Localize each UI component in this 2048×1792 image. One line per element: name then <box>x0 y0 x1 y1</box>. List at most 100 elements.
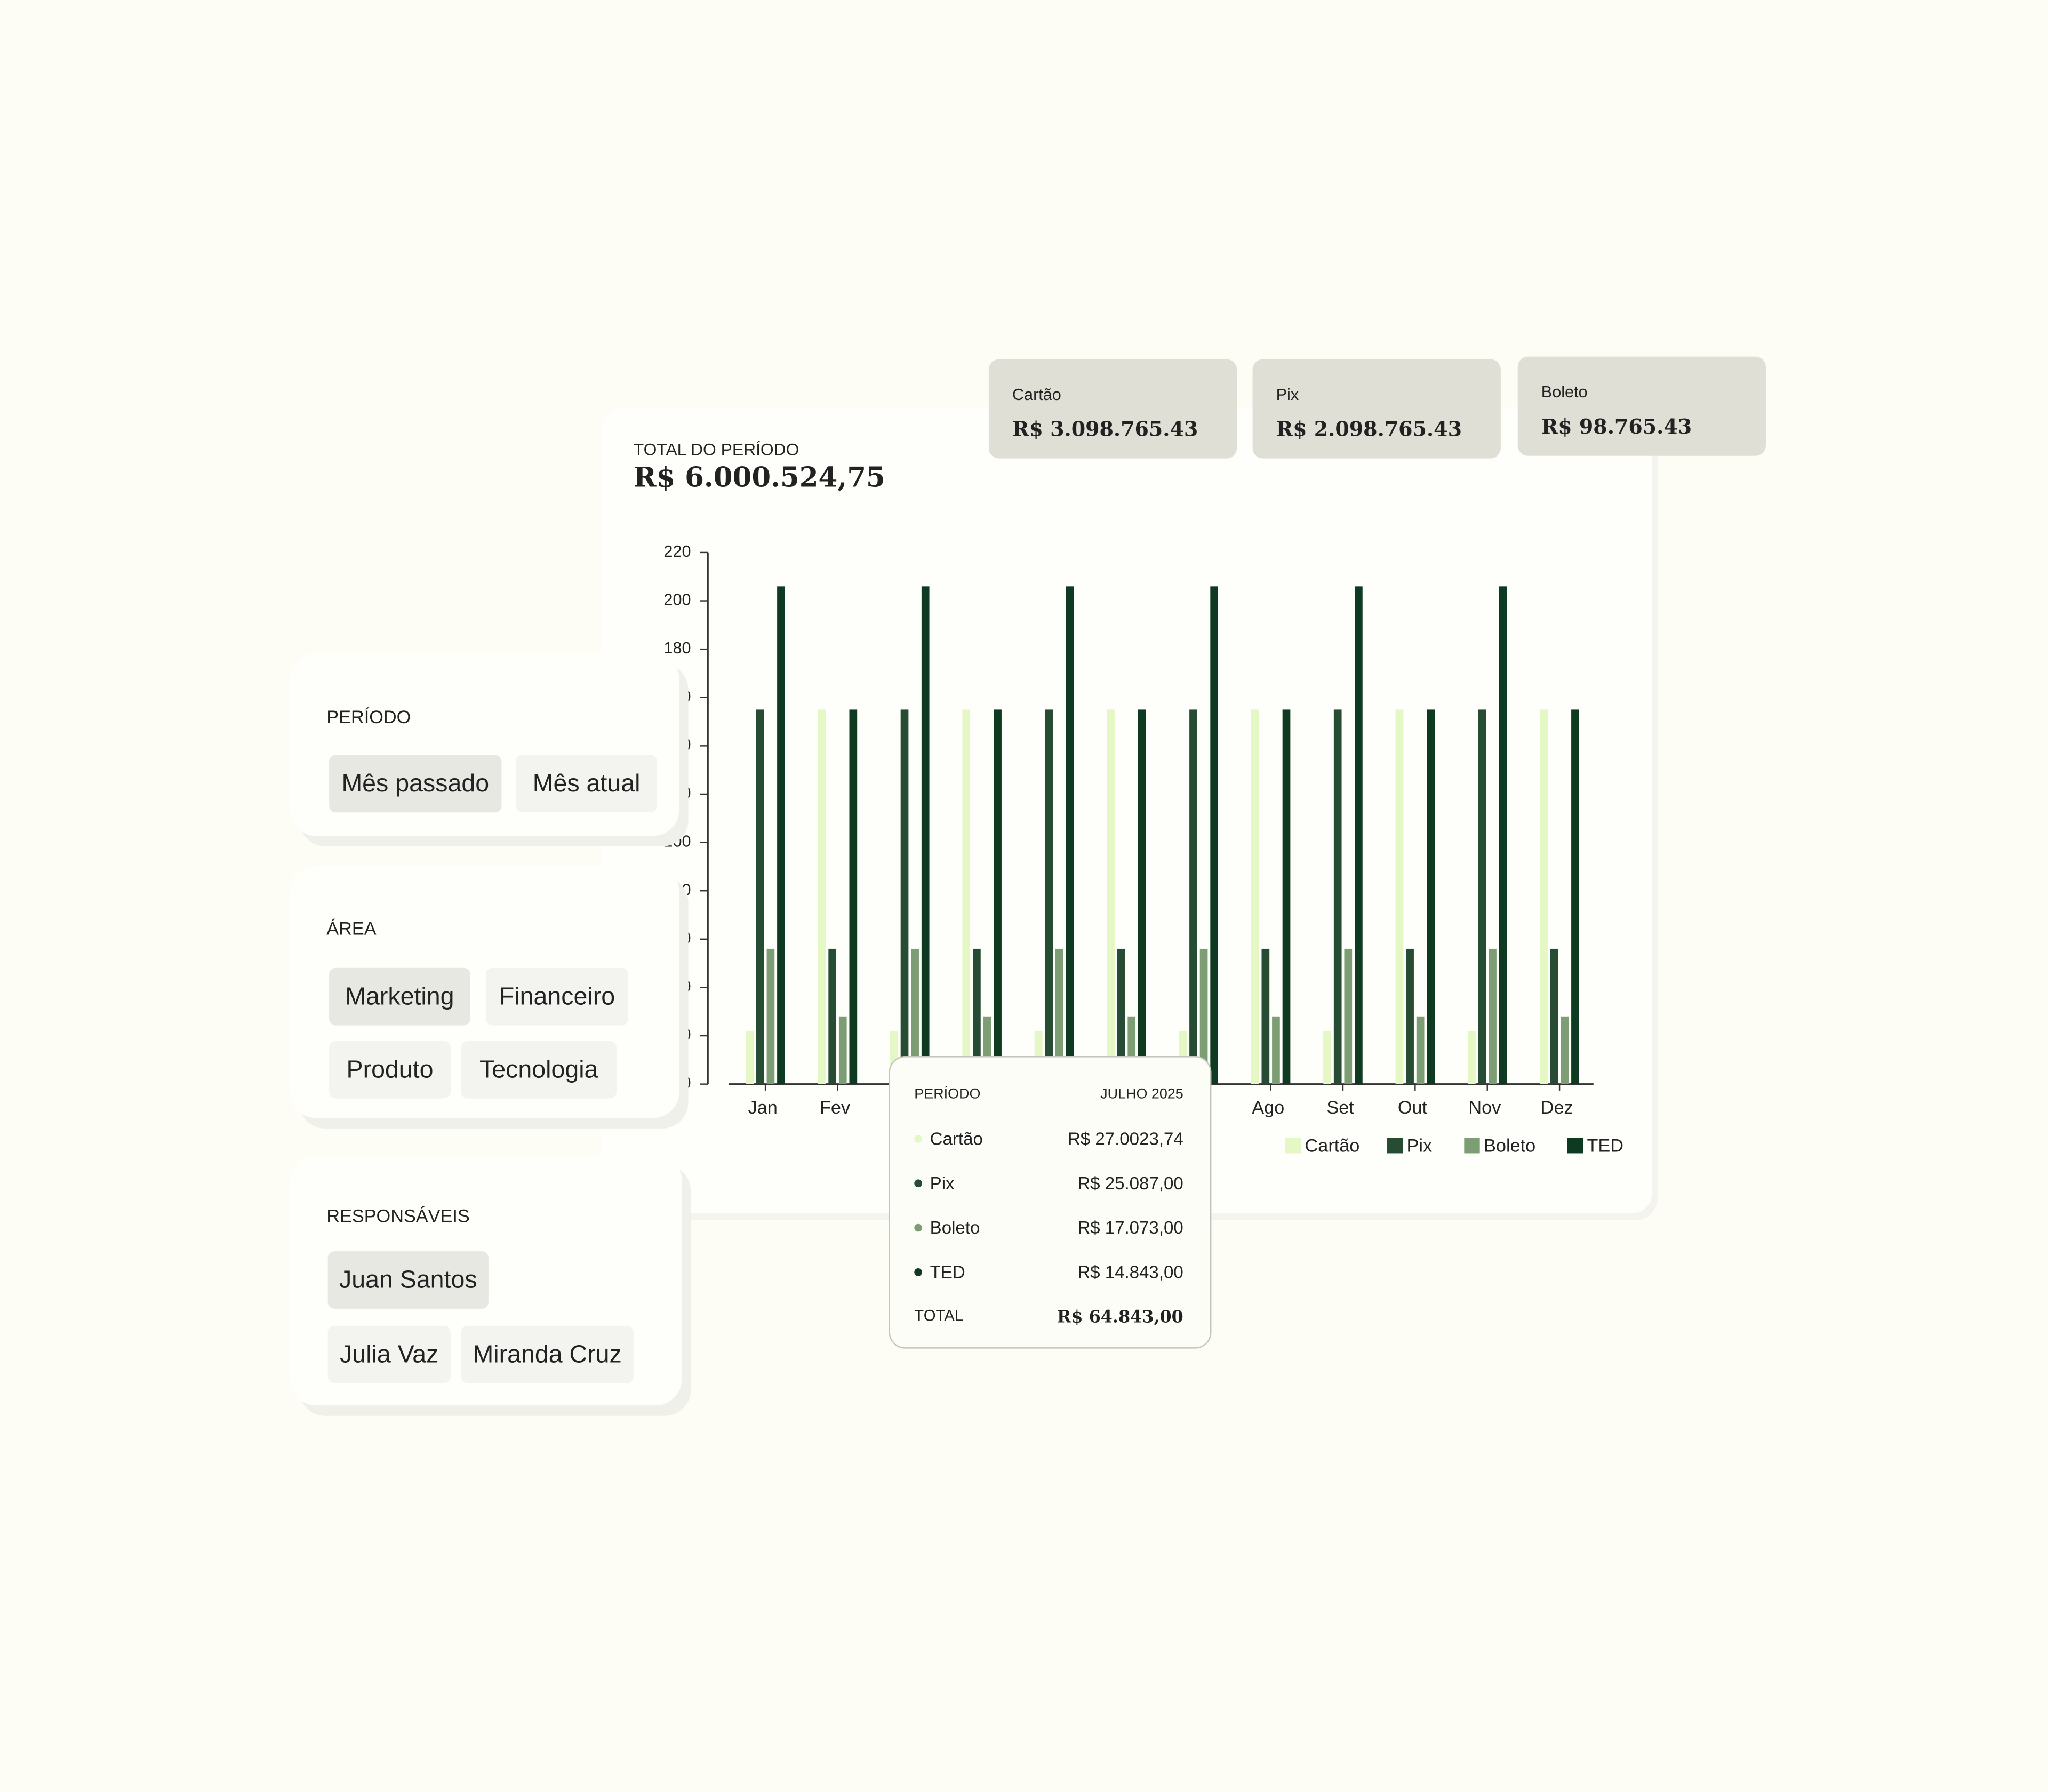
tooltip-total-label: TOTAL <box>914 1307 963 1324</box>
tooltip-value: R$ 14.843,00 <box>1077 1262 1183 1282</box>
card-value: R$ 2.098.765.43 <box>1276 417 1462 441</box>
bar <box>818 709 826 1084</box>
card-label: Cartão <box>1012 386 1061 404</box>
summary-cards: Cartão R$ 3.098.765.43 Pix R$ 2.098.765.43 B… <box>988 356 1766 459</box>
x-tick-label: Out <box>1398 1098 1428 1118</box>
card-label: Pix <box>1276 386 1299 404</box>
legend-swatch <box>1387 1138 1403 1154</box>
bar <box>994 709 1002 1084</box>
bar <box>973 948 981 1084</box>
chip-label[interactable]: Marketing <box>345 982 454 1010</box>
filter-chip[interactable] <box>327 1251 489 1309</box>
chip-label[interactable]: Mês passado <box>341 769 489 797</box>
tooltip-dot <box>914 1135 922 1143</box>
tooltip: PERÍODO JULHO 2025 TOTAL R$ 64.843,00 Ca… <box>889 1056 1212 1349</box>
total-label: TOTAL DO PERÍODO <box>634 439 799 459</box>
y-tick-label: 200 <box>663 591 691 609</box>
legend-swatch <box>1464 1138 1480 1154</box>
bar <box>1540 709 1548 1084</box>
chip-label[interactable]: Produto <box>347 1055 434 1083</box>
tooltip-dot <box>914 1268 922 1276</box>
bar <box>1107 709 1115 1084</box>
tooltip-dot <box>914 1223 922 1232</box>
filter-chip[interactable] <box>516 755 657 813</box>
bar <box>921 586 930 1084</box>
filter-chip[interactable] <box>329 755 502 813</box>
bar <box>1323 1030 1331 1084</box>
legend-label: TED <box>1587 1135 1624 1156</box>
x-tick-label: Set <box>1326 1098 1354 1118</box>
bar <box>838 1016 847 1084</box>
filter-chip[interactable] <box>461 1325 634 1383</box>
bar <box>1117 948 1125 1084</box>
filter-title: PERÍODO <box>326 707 411 727</box>
legend-swatch <box>1567 1138 1583 1154</box>
bar <box>746 1030 754 1084</box>
filter-chip[interactable] <box>461 1041 617 1099</box>
chip-label[interactable]: Tecnologia <box>479 1055 598 1083</box>
tooltip-box <box>889 1056 1212 1349</box>
filter-chip[interactable] <box>329 967 470 1026</box>
legend-label: Pix <box>1407 1135 1433 1156</box>
bar <box>962 709 971 1084</box>
bar <box>1499 586 1507 1084</box>
y-tick-label: 180 <box>663 639 691 657</box>
bar <box>1282 709 1291 1084</box>
tooltip-value: R$ 27.0023,74 <box>1068 1130 1183 1149</box>
bar <box>849 709 858 1084</box>
bar <box>1406 948 1414 1084</box>
chip-label[interactable]: Miranda Cruz <box>473 1340 622 1367</box>
tooltip-value: R$ 25.087,00 <box>1077 1174 1183 1194</box>
filter-title: ÁREA <box>326 918 376 939</box>
tooltip-total: R$ 64.843,00 <box>1057 1307 1183 1327</box>
bar <box>1355 586 1363 1084</box>
chip-label[interactable]: Financeiro <box>499 982 615 1010</box>
bar <box>1210 586 1219 1084</box>
bar <box>1550 948 1558 1084</box>
bar <box>1561 1016 1569 1084</box>
filters: PERÍODO Mês passado Mês atual ÁREA Marketing… <box>290 653 691 1416</box>
tooltip-value: R$ 17.073,00 <box>1077 1218 1183 1238</box>
bar <box>777 586 785 1084</box>
tooltip-title: PERÍODO <box>914 1085 980 1101</box>
bar <box>766 948 775 1084</box>
bar <box>1489 948 1497 1084</box>
filter-chip[interactable] <box>329 1041 451 1099</box>
tooltip-period: JULHO 2025 <box>1100 1085 1183 1101</box>
legend-label: Cartão <box>1305 1135 1360 1156</box>
card-label: Boleto <box>1541 383 1588 401</box>
bar <box>1066 586 1074 1084</box>
bar <box>1427 709 1435 1084</box>
tooltip-dot <box>914 1179 922 1188</box>
filter-chip[interactable] <box>327 1325 451 1383</box>
bar <box>1189 709 1197 1084</box>
y-tick-label: 220 <box>663 542 691 561</box>
bar <box>1416 1016 1425 1084</box>
bar <box>1333 709 1342 1084</box>
summary-card <box>1517 356 1766 456</box>
legend-swatch <box>1285 1138 1301 1154</box>
bar <box>1395 709 1404 1084</box>
bar <box>1045 709 1053 1084</box>
tooltip-name: Pix <box>930 1174 955 1194</box>
x-tick-label: Jan <box>748 1098 778 1118</box>
chip-label[interactable]: Mês atual <box>533 769 641 797</box>
chip-label[interactable]: Juan Santos <box>339 1266 477 1293</box>
filter-chip[interactable] <box>486 967 628 1026</box>
chip-label[interactable]: Julia Vaz <box>340 1340 438 1367</box>
summary-card <box>1252 359 1501 459</box>
bar <box>1055 948 1063 1084</box>
tooltip-name: Cartão <box>930 1130 983 1149</box>
filter-title: RESPONSÁVEIS <box>326 1206 470 1227</box>
bar <box>1251 709 1259 1084</box>
x-tick-label: Fev <box>820 1098 851 1118</box>
x-tick-label: Nov <box>1468 1098 1501 1118</box>
bar <box>911 948 919 1084</box>
x-tick-label: Dez <box>1541 1098 1573 1118</box>
total-value: R$ 6.000.524,75 <box>634 461 885 493</box>
bar <box>1467 1030 1476 1084</box>
bar <box>1571 709 1579 1084</box>
chart-card <box>601 407 1652 1214</box>
